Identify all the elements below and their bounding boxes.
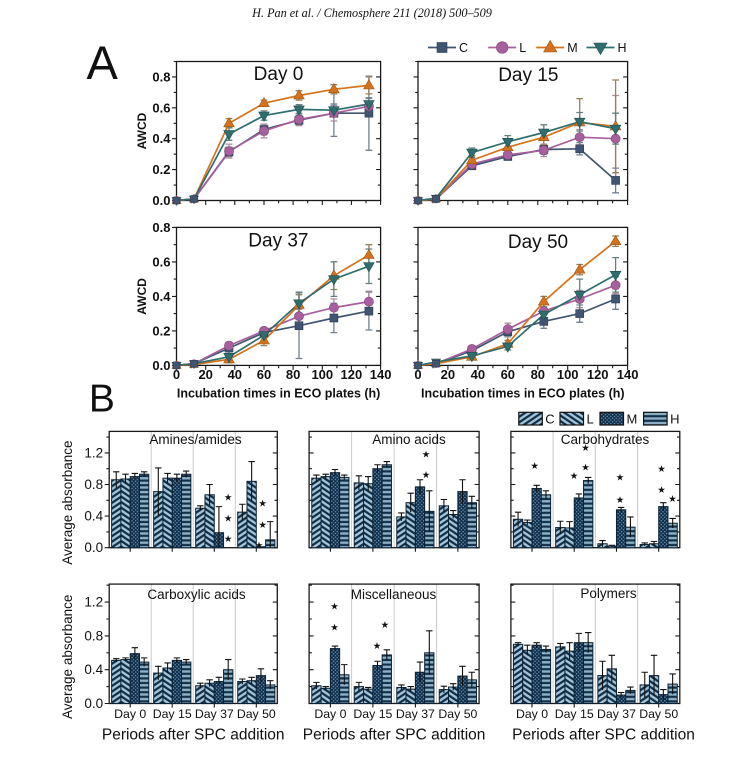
svg-text:0: 0 [414, 367, 421, 382]
svg-text:L: L [587, 411, 594, 426]
svg-text:★: ★ [224, 534, 233, 545]
svg-text:AWCD: AWCD [135, 278, 149, 315]
svg-text:C: C [459, 41, 468, 55]
svg-text:Day 0: Day 0 [114, 707, 146, 721]
svg-text:Average absorbance: Average absorbance [60, 440, 75, 564]
svg-text:60: 60 [257, 367, 271, 382]
svg-text:Day 0: Day 0 [254, 64, 304, 85]
svg-text:0.6: 0.6 [152, 254, 170, 269]
svg-text:M: M [567, 41, 577, 55]
svg-text:Day 0: Day 0 [314, 707, 346, 721]
svg-text:Day 15: Day 15 [498, 65, 558, 86]
svg-text:Carboxylic acids: Carboxylic acids [147, 587, 246, 602]
svg-text:★: ★ [330, 623, 339, 634]
svg-text:0.0: 0.0 [84, 696, 103, 711]
svg-text:0.0: 0.0 [84, 540, 103, 555]
svg-text:Incubation times in ECO plates: Incubation times in ECO plates (h) [421, 386, 625, 400]
svg-text:Average absorbance: Average absorbance [60, 595, 75, 719]
svg-text:80: 80 [286, 367, 300, 382]
svg-text:★: ★ [422, 470, 431, 481]
svg-text:40: 40 [228, 367, 242, 382]
svg-text:★: ★ [581, 443, 590, 454]
svg-text:Carbohydrates: Carbohydrates [561, 432, 650, 447]
svg-text:Day 50: Day 50 [639, 707, 678, 721]
svg-text:Periods after SPC addition: Periods after SPC addition [512, 727, 695, 744]
svg-text:0.8: 0.8 [84, 628, 103, 643]
svg-text:Incubation times in ECO plates: Incubation times in ECO plates (h) [177, 386, 381, 400]
svg-text:0.2: 0.2 [152, 323, 170, 338]
svg-text:H: H [670, 411, 679, 426]
svg-text:0: 0 [173, 367, 180, 382]
svg-text:0.4: 0.4 [84, 662, 103, 677]
svg-text:★: ★ [570, 471, 579, 482]
svg-text:★: ★ [255, 541, 264, 552]
svg-text:Day 50: Day 50 [508, 232, 568, 253]
svg-text:0.4: 0.4 [152, 131, 171, 146]
svg-text:★: ★ [373, 641, 382, 652]
svg-text:20: 20 [198, 367, 212, 382]
svg-text:Day 37: Day 37 [195, 707, 234, 721]
svg-text:1.2: 1.2 [84, 595, 103, 610]
svg-text:Day 15: Day 15 [153, 707, 192, 721]
svg-text:40: 40 [471, 367, 485, 382]
svg-text:Day 37: Day 37 [248, 231, 308, 252]
svg-text:Amino acids: Amino acids [372, 432, 446, 447]
svg-text:★: ★ [616, 495, 625, 506]
svg-text:Day 0: Day 0 [516, 707, 548, 721]
svg-text:0.0: 0.0 [152, 193, 170, 208]
svg-text:100: 100 [311, 367, 333, 382]
svg-text:Day 37: Day 37 [597, 707, 636, 721]
svg-text:C: C [545, 411, 554, 426]
svg-text:1.2: 1.2 [84, 445, 103, 460]
svg-text:L: L [519, 41, 526, 55]
svg-text:Periods after SPC addition: Periods after SPC addition [102, 727, 285, 744]
svg-text:Day 15: Day 15 [555, 707, 594, 721]
svg-text:★: ★ [381, 620, 390, 631]
svg-text:A: A [87, 36, 119, 89]
svg-text:0.6: 0.6 [152, 100, 170, 115]
svg-text:20: 20 [441, 367, 455, 382]
svg-text:★: ★ [657, 464, 666, 475]
svg-text:★: ★ [422, 450, 431, 461]
svg-text:Periods after SPC addition: Periods after SPC addition [303, 727, 486, 744]
svg-text:M: M [627, 411, 638, 426]
svg-text:★: ★ [224, 492, 233, 503]
svg-text:Miscellaneous: Miscellaneous [351, 587, 437, 602]
svg-text:★: ★ [224, 514, 233, 525]
svg-text:0.4: 0.4 [84, 509, 103, 524]
svg-text:★: ★ [330, 602, 339, 613]
svg-text:120: 120 [587, 367, 609, 382]
svg-text:0.2: 0.2 [152, 162, 170, 177]
svg-text:★: ★ [616, 473, 625, 484]
svg-text:★: ★ [258, 499, 267, 510]
svg-text:Day 50: Day 50 [237, 707, 276, 721]
svg-text:AWCD: AWCD [135, 112, 149, 149]
svg-text:Day 15: Day 15 [353, 707, 392, 721]
svg-text:Day 50: Day 50 [438, 707, 477, 721]
svg-text:0.8: 0.8 [84, 477, 103, 492]
svg-text:0.8: 0.8 [152, 69, 170, 84]
svg-text:H. Pan et al. / Chemosphere 21: H. Pan et al. / Chemosphere 211 (2018) 5… [251, 6, 492, 20]
svg-text:H: H [618, 41, 627, 55]
svg-text:60: 60 [501, 367, 515, 382]
svg-text:Polymers: Polymers [580, 586, 637, 601]
svg-text:0.4: 0.4 [152, 289, 171, 304]
svg-text:★: ★ [668, 494, 677, 505]
svg-text:★: ★ [581, 462, 590, 473]
svg-text:★: ★ [530, 461, 539, 472]
svg-text:★: ★ [258, 520, 267, 531]
svg-text:80: 80 [531, 367, 545, 382]
svg-text:Amines/amides: Amines/amides [149, 432, 242, 447]
svg-text:0.8: 0.8 [152, 220, 170, 235]
svg-text:140: 140 [370, 367, 392, 382]
svg-text:140: 140 [617, 367, 639, 382]
svg-text:100: 100 [557, 367, 579, 382]
svg-text:0.0: 0.0 [152, 358, 170, 373]
svg-text:★: ★ [657, 485, 666, 496]
svg-text:Day 37: Day 37 [396, 707, 435, 721]
svg-text:120: 120 [341, 367, 363, 382]
svg-text:B: B [89, 378, 115, 421]
